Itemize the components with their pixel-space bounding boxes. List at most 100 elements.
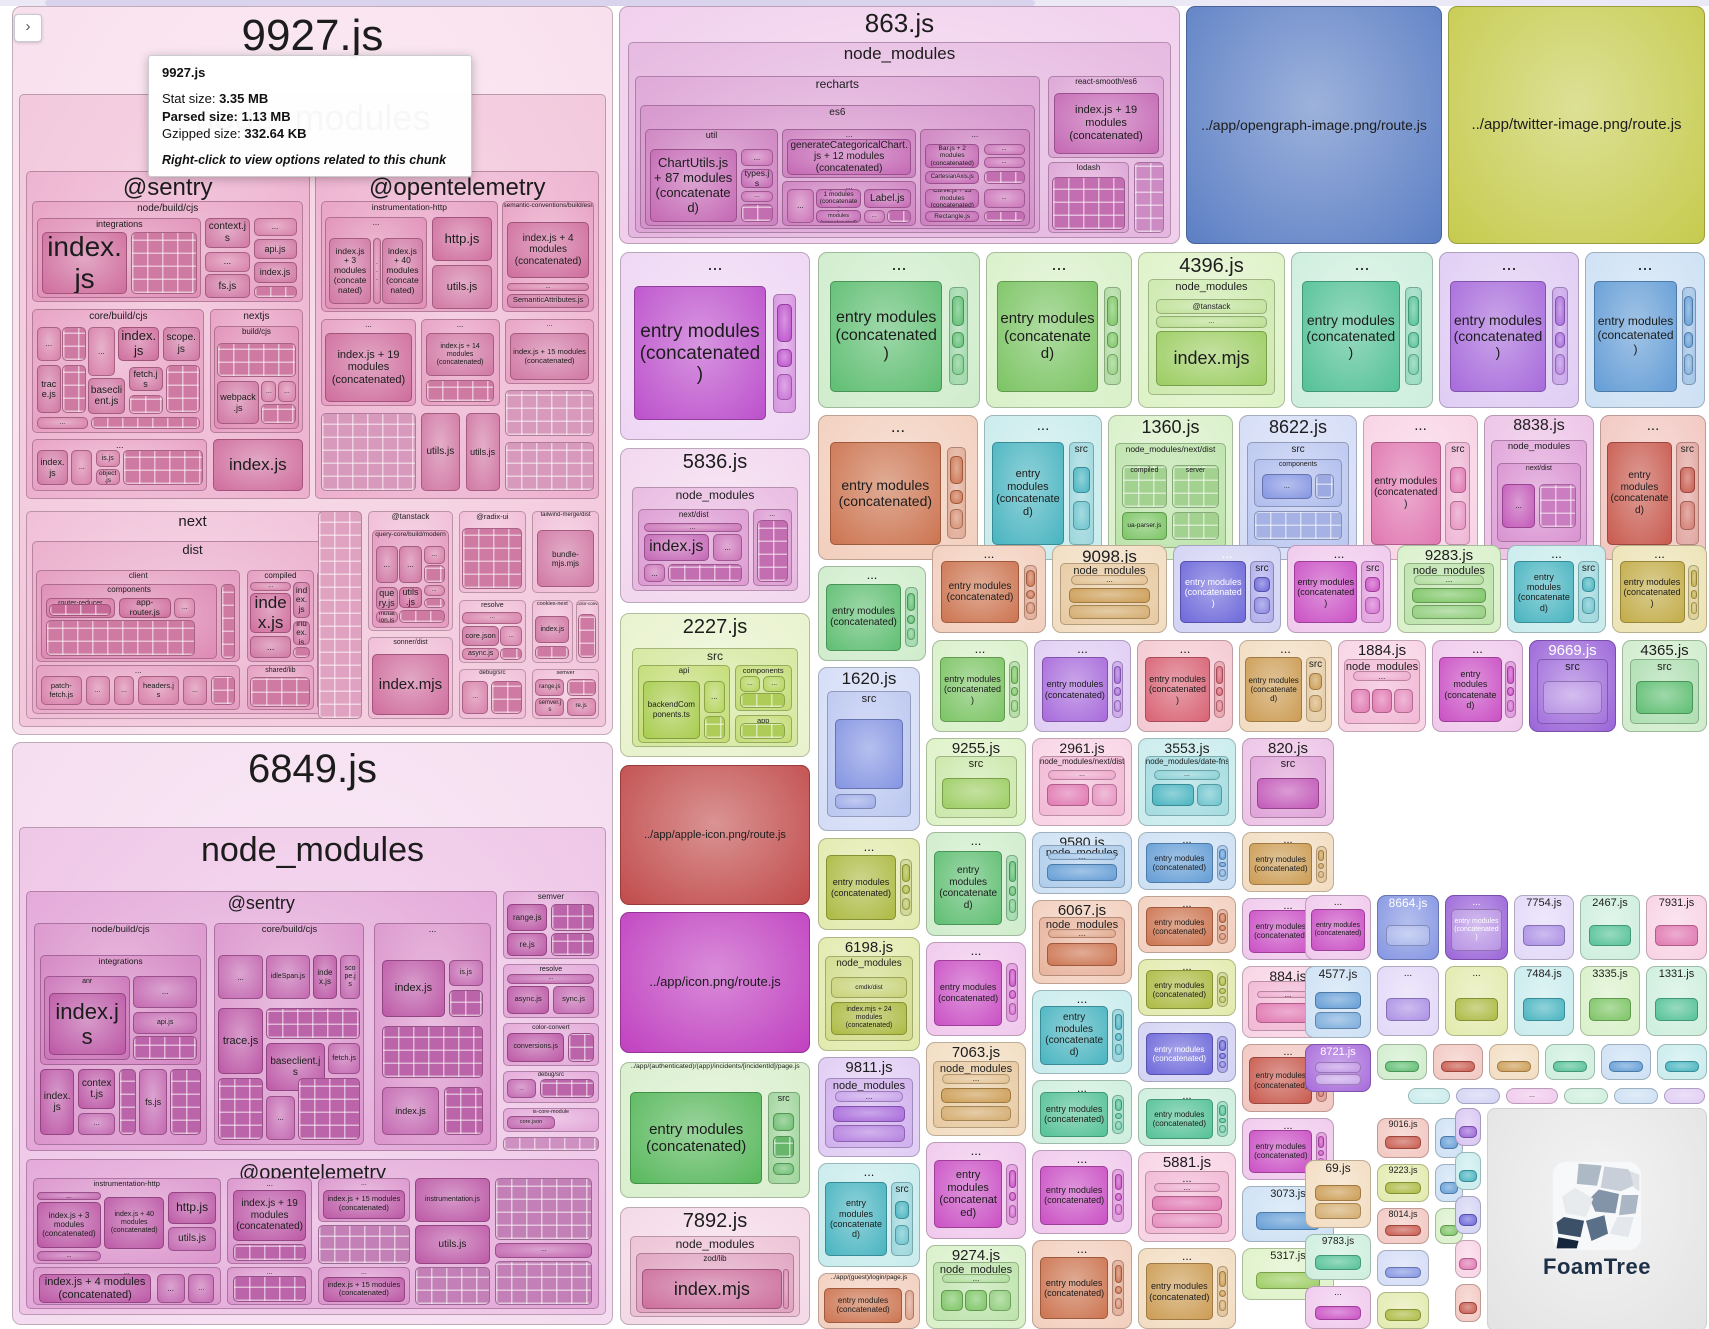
cell-treemap-cell[interactable]: ... [182,675,208,706]
cell-7063-js[interactable]: 7063.js node_modules... [926,1042,1026,1136]
cell-treemap-cell[interactable]: ... [36,326,61,361]
cell-index-js-19-modules-concatenated[interactable]: index.js + 19 modules (concatenated) [232,1190,307,1241]
cell-treemap-cell[interactable]: ... [85,675,110,706]
cell-color-convert[interactable]: color-convert [575,599,600,663]
cell-async-js[interactable]: async.js [507,985,549,1014]
cell-baseclient-js[interactable]: baseclient.js [87,377,126,415]
cell-app-router-js[interactable]: app-router.js [118,597,171,618]
cell-node-build-cjs[interactable]: node/build/cjs integrations anr index.js...… [33,923,208,1146]
cell-treemap-cell[interactable]: ... [942,1273,1010,1283]
cell-src[interactable]: src [1629,659,1700,724]
cell-treemap-cell[interactable]: ... [787,188,814,224]
cell-8838-js[interactable]: 8838.js node_modules next/dist... [1484,415,1594,560]
cell-react-smooth-es6[interactable]: react-smooth/es6 index.js + 19 modules (c… [1048,76,1165,158]
cell-entry-modules-concatenated[interactable]: entry modules (concatenated) [939,657,1006,722]
cell-treemap-cell[interactable]: ... entry modules (concatenated) [818,252,980,408]
cell-entry-modules-concatenated[interactable]: entry modules (concatenated) [997,280,1098,392]
cell-treemap-cell[interactable]: ... [373,238,381,305]
cell-treemap-cell[interactable]: ... [36,416,88,430]
cell-components[interactable]: components router-reducer app-router.js... [41,584,218,660]
cell-index-js[interactable]: index.js [40,1069,75,1136]
cell-entry-modules-concatenated[interactable]: entry modules (concatenated) [1041,657,1109,722]
cell-treemap-cell[interactable]: ... entry modules (concatenated) [1138,959,1236,1016]
cell-treemap-cell[interactable]: ... [1413,574,1485,585]
cell-api-js[interactable]: api.js [133,1012,197,1034]
treemap-cell[interactable] [1408,1088,1450,1104]
cell-9098-js[interactable]: 9098.js node_modules... [1052,545,1167,633]
cell-node-modules[interactable]: node_modules... [1038,845,1126,889]
cell-entry-modules-concatenated[interactable]: entry modules (concatenated) [1607,441,1672,545]
cell-treemap-cell[interactable]: ... entry modules (concatenated) [926,832,1026,936]
cell-tanstack[interactable]: @tanstack query-core/build/modern........… [368,511,453,632]
cell-treemap-cell[interactable]: ... [834,1090,904,1102]
cell-treemap-cell[interactable]: ... entry modules (concatenated) [1445,895,1508,960]
cell-types-js[interactable]: types.js [740,169,774,188]
cell-entry-modules-concatenated[interactable]: entry modules (concatenated) [940,561,1020,624]
cell-app-opengraph-image-png-route-js[interactable]: ../app/opengraph-image.png/route.js [1186,6,1442,244]
cell-index-js-3-modules-concatenated[interactable]: index.js + 3 modules (concatenated) [37,1202,101,1248]
cell-treemap-cell[interactable]: ... index.js + 15 modules (concatenated) [318,1177,410,1223]
cell-entry-modules-concatenated[interactable]: entry modules (concatenated) [1594,280,1677,392]
treemap-cell[interactable] [1377,1250,1429,1286]
cell-treemap-cell[interactable]: ... entry modules (concatenated) src [984,415,1102,560]
cell-index-js[interactable]: index.js [381,1087,440,1136]
cell-index-js[interactable]: index.js [381,959,446,1017]
cell-util[interactable]: util ChartUtils.js + 87 modules (concaten… [644,129,779,226]
cell-index-js[interactable]: index.js [41,231,128,295]
cell-treemap-cell[interactable]: ... [156,1274,185,1303]
cell-treemap-cell[interactable]: ... [205,251,250,272]
cell-fetch-js[interactable]: fetch.js [327,1043,361,1074]
cell-recharts[interactable]: recharts es6 util ChartUtils.js + 87 module… [634,76,1040,234]
cell-src[interactable]: src [934,756,1018,819]
cell-entry-modules-concatenated[interactable]: entry modules (concatenated) [1145,843,1213,884]
cell-9580-js[interactable]: 9580.jsnode_modules... [1032,832,1132,894]
cell-entry-modules-concatenated[interactable]: entry modules (concatenated) [1249,1129,1313,1173]
cell-9783-js[interactable]: 9783.js [1305,1234,1371,1280]
cell-entry-modules-concatenated[interactable]: entry modules (concatenated) [1301,280,1400,392]
cell-treemap-cell[interactable]: ... [1048,928,1116,938]
cell-9223-js[interactable]: 9223.js [1377,1164,1429,1202]
cell-generatecategoricalchart-js-12-modules-con[interactable]: generateCategoricalChart.js + 12 modules… [787,138,911,176]
treemap-cell[interactable] [1455,1196,1481,1234]
cell-utils-js[interactable]: utils.js [432,265,492,309]
cell-tailwind-merge-dist[interactable]: tailwind-merge/dist bundle-mjs.mjs [531,511,600,594]
cell-8721-js[interactable]: 8721.js [1305,1044,1371,1092]
cell-treemap-cell[interactable]: ... [507,1079,536,1099]
cell-conversions-js[interactable]: conversions.js [507,1032,565,1063]
cell-entry-modules-concatenated[interactable]: entry modules (concatenated) [1449,280,1547,392]
cell-treemap-cell[interactable]: ... [462,611,523,624]
cell-treemap-cell[interactable]: ... entry modules (concatenated) [1032,1080,1132,1144]
cell-app-apple-icon-png-route-js[interactable]: ../app/apple-icon.png/route.js [620,765,810,905]
cell-treemap-cell[interactable]: ... index.js + 15 modules (concatenated) [505,318,594,384]
cell-entry-modules-concatenated[interactable]: entry modules (concatenated) [1145,1099,1213,1140]
cell-scope-js[interactable]: scope.js [162,326,200,361]
cell-src[interactable]: src [1577,561,1600,624]
cell-9274-js[interactable]: 9274.js node_modules... [926,1245,1026,1329]
cell-entry-modules-concatenated[interactable]: entry modules (concatenated) [634,286,766,421]
cell-index-js[interactable]: index.js [292,621,311,645]
cell-7931-js[interactable]: 7931.js [1646,895,1707,960]
cell-treemap-cell[interactable]: ... [113,675,135,706]
cell-treemap-cell[interactable]: ... [261,381,277,402]
sidebar-toggle-button[interactable]: › [14,14,42,42]
cell-entry-modules-concatenated[interactable]: entry modules (concatenated) [1245,657,1302,722]
cell-entry-modules-concatenated[interactable]: entry modules (concatenated) [1294,561,1358,624]
cell-7754-js[interactable]: 7754.js [1514,895,1574,960]
cell-app-authenticated-app-incidents-incidentid[interactable]: ../app/(authenticated)/(app)/incidents/[… [620,1062,810,1198]
cell-9283-js[interactable]: 9283.js node_modules... [1397,545,1501,633]
cell-treemap-cell[interactable]: ... index.js + 19 modules (concatenated) [226,1177,313,1264]
cell-index-js[interactable]: index.js [48,993,126,1056]
cell-treemap-cell[interactable]: ... patch-fetch.js...... headers.js... [35,665,241,710]
cell-entry-modules-concatenated[interactable]: entry modules (concatenated) [1249,909,1313,953]
cell-src[interactable]: src [1250,561,1274,624]
cell-async-js[interactable]: async.js [462,648,499,661]
cell-trace-js[interactable]: trace.js [218,1007,263,1074]
cell-context-js[interactable]: context.js [205,218,250,248]
cell-treemap-cell[interactable]: ... index.js... is.js object.js [32,439,208,492]
cell-query-core-build-modern[interactable]: query-core/build/modern............ query… [372,530,449,628]
cell-6198-js[interactable]: 6198.js node_modules cmdk/dist index.mjs + … [818,937,920,1051]
cell-zod-lib[interactable]: zod/lib index.mjs [636,1252,794,1313]
cell-treemap-cell[interactable]: ... [740,190,774,203]
cell-entry-modules-concatenated[interactable]: entry modules (concatenated) [1311,908,1365,952]
cell-debug-src[interactable]: debug/src... [458,668,526,720]
